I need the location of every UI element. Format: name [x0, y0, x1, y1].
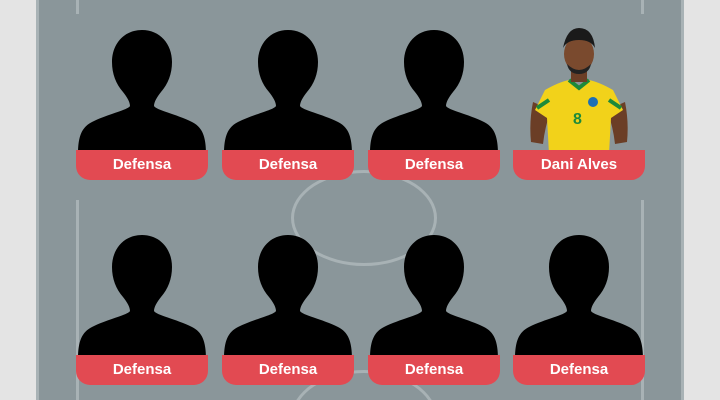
pitch-top-right-line	[641, 0, 644, 14]
silhouette-icon	[74, 22, 210, 154]
player-card[interactable]: Defensa	[220, 22, 356, 180]
player-card[interactable]: Defensa	[366, 22, 502, 180]
player-name-label: Defensa	[513, 355, 645, 385]
silhouette-icon	[74, 227, 210, 359]
pitch-top-left-line	[76, 0, 79, 14]
silhouette-icon	[220, 227, 356, 359]
player-card[interactable]: Defensa	[74, 22, 210, 180]
player-card[interactable]: Defensa	[511, 227, 647, 385]
silhouette-icon	[366, 227, 502, 359]
silhouette-icon	[366, 22, 502, 154]
player-card[interactable]: Defensa	[74, 227, 210, 385]
player-photo: 8	[511, 22, 647, 154]
pitch-side-line-right	[641, 200, 644, 400]
player-name-label: Defensa	[222, 150, 354, 180]
silhouette-icon	[511, 227, 647, 359]
player-name-label: Defensa	[368, 150, 500, 180]
player-name-label: Defensa	[368, 355, 500, 385]
player-name-label: Defensa	[76, 355, 208, 385]
pitch-right-line	[681, 0, 684, 400]
player-name-label: Defensa	[76, 150, 208, 180]
shirt-number: 8	[573, 111, 582, 128]
player-name-label: Defensa	[222, 355, 354, 385]
pitch-side-line-left	[76, 200, 79, 400]
player-card-dani-alves[interactable]: 8 Dani Alves	[511, 22, 647, 180]
pitch-arc-top	[291, 170, 437, 266]
player-name-label: Dani Alves	[513, 150, 645, 180]
player-card[interactable]: Defensa	[220, 227, 356, 385]
pitch-left-line	[36, 0, 39, 400]
player-card[interactable]: Defensa	[366, 227, 502, 385]
silhouette-icon	[220, 22, 356, 154]
